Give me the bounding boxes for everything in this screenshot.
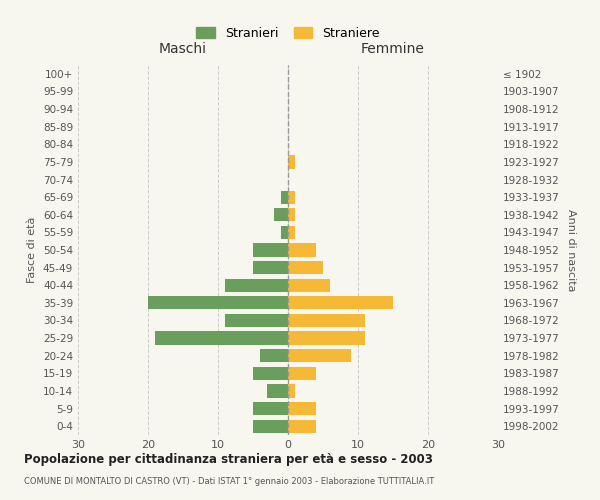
Bar	[288, 402, 316, 415]
Text: Maschi: Maschi	[159, 42, 207, 56]
Bar	[260, 349, 288, 362]
Bar	[148, 296, 288, 310]
Bar	[288, 156, 295, 168]
Text: Popolazione per cittadinanza straniera per età e sesso - 2003: Popolazione per cittadinanza straniera p…	[24, 452, 433, 466]
Bar	[288, 384, 295, 398]
Bar	[288, 332, 365, 344]
Text: COMUNE DI MONTALTO DI CASTRO (VT) - Dati ISTAT 1° gennaio 2003 - Elaborazione TU: COMUNE DI MONTALTO DI CASTRO (VT) - Dati…	[24, 478, 434, 486]
Bar	[253, 402, 288, 415]
Bar	[225, 278, 288, 292]
Bar	[288, 349, 351, 362]
Bar	[225, 314, 288, 327]
Bar	[288, 226, 295, 239]
Bar	[253, 261, 288, 274]
Bar	[253, 366, 288, 380]
Bar	[288, 208, 295, 222]
Bar	[288, 190, 295, 204]
Bar	[288, 278, 330, 292]
Bar	[288, 261, 323, 274]
Bar	[288, 244, 316, 256]
Bar	[281, 226, 288, 239]
Bar	[288, 296, 393, 310]
Text: Femmine: Femmine	[361, 42, 425, 56]
Bar	[253, 244, 288, 256]
Bar	[288, 420, 316, 433]
Bar	[267, 384, 288, 398]
Bar	[288, 314, 365, 327]
Bar	[155, 332, 288, 344]
Bar	[281, 190, 288, 204]
Bar	[253, 420, 288, 433]
Legend: Stranieri, Straniere: Stranieri, Straniere	[193, 23, 383, 44]
Y-axis label: Anni di nascita: Anni di nascita	[566, 209, 576, 291]
Bar	[274, 208, 288, 222]
Bar	[288, 366, 316, 380]
Y-axis label: Fasce di età: Fasce di età	[28, 217, 37, 283]
